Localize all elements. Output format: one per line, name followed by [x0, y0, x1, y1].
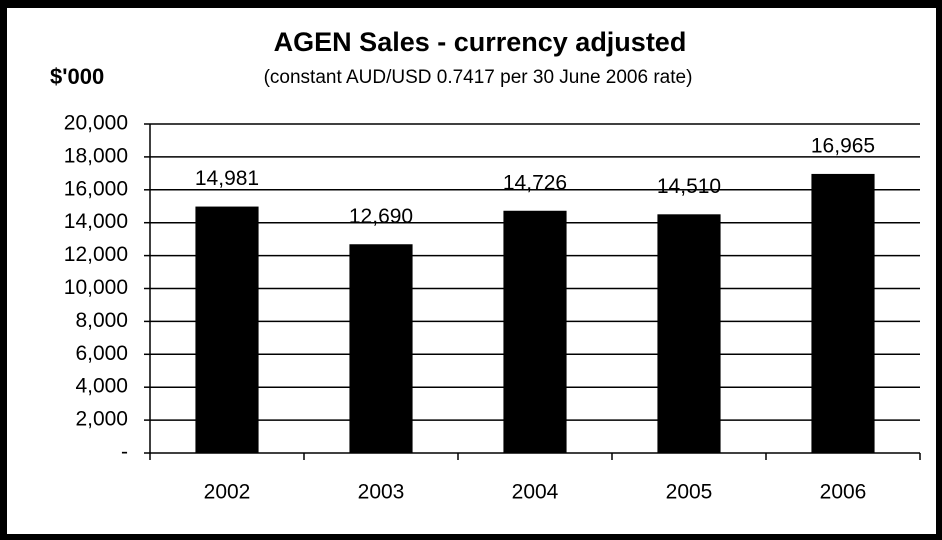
x-tick-label: 2005 — [666, 481, 713, 504]
y-tick-label: 6,000 — [75, 342, 128, 365]
y-tick-label: - — [121, 441, 128, 464]
y-tick-label: 4,000 — [75, 375, 128, 398]
y-tick-label: 12,000 — [64, 243, 128, 266]
y-tick-label: 14,000 — [64, 210, 128, 233]
y-tick-label: 16,000 — [64, 177, 128, 200]
chart-background — [7, 8, 936, 534]
y-axis-label: $'000 — [50, 64, 104, 89]
x-tick-label: 2004 — [512, 481, 559, 504]
y-tick-label: 20,000 — [64, 112, 128, 135]
chart-title: AGEN Sales - currency adjusted — [274, 27, 687, 57]
y-tick-label: 2,000 — [75, 408, 128, 431]
bar — [349, 244, 413, 453]
data-label: 14,981 — [195, 167, 259, 190]
x-tick-label: 2002 — [204, 481, 251, 504]
y-tick-label: 18,000 — [64, 144, 128, 167]
bar — [657, 214, 721, 453]
bar — [195, 206, 259, 453]
y-tick-label: 8,000 — [75, 309, 128, 332]
data-label: 14,510 — [657, 175, 721, 198]
y-tick-label: 10,000 — [64, 276, 128, 299]
bar — [811, 173, 875, 453]
x-tick-label: 2003 — [358, 481, 405, 504]
bar — [503, 210, 567, 453]
data-label: 12,690 — [349, 205, 413, 228]
chart-subtitle: (constant AUD/USD 0.7417 per 30 June 200… — [264, 67, 693, 88]
data-label: 14,726 — [503, 171, 567, 194]
data-label: 16,965 — [811, 134, 875, 157]
x-tick-label: 2006 — [820, 481, 867, 504]
